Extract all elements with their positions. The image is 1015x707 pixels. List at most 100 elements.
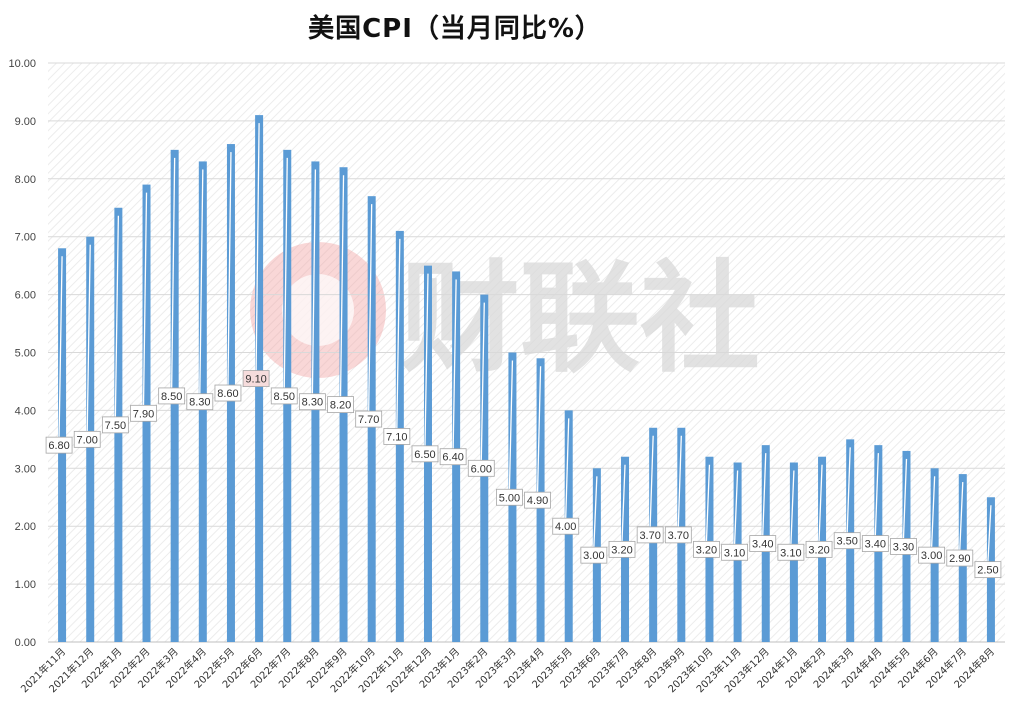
watermark: 财联社 (250, 242, 760, 389)
data-label-box (496, 488, 523, 506)
data-label: 3.40 (865, 539, 886, 551)
data-label-box (608, 540, 636, 558)
data-label-box (130, 404, 157, 422)
leader-line (733, 470, 739, 545)
leader-line (227, 152, 232, 386)
data-label-box (242, 370, 270, 387)
leader-line (762, 453, 767, 536)
data-label: 6.50 (414, 449, 435, 461)
data-label-box (861, 535, 889, 552)
leader-line (649, 435, 654, 527)
leader-line (593, 476, 598, 548)
y-tick-label: 9.00 (15, 116, 36, 128)
data-label: 6.40 (442, 452, 463, 464)
y-tick-label: 3.00 (15, 463, 36, 475)
leader-line (58, 256, 63, 438)
data-label: 4.00 (555, 521, 576, 533)
data-label: 2.50 (977, 565, 998, 577)
data-label: 7.00 (77, 434, 98, 446)
data-label-box (355, 410, 383, 428)
data-label: 8.50 (274, 391, 295, 403)
leader-line (114, 215, 120, 417)
data-label-box (439, 448, 467, 466)
data-label: 6.80 (48, 440, 69, 452)
data-label: 3.50 (836, 536, 857, 548)
leader-line (959, 482, 964, 551)
data-label: 8.60 (217, 388, 238, 400)
leader-line (987, 505, 992, 562)
data-label: 3.70 (639, 530, 660, 542)
data-label: 8.20 (330, 400, 351, 412)
data-label: 8.30 (302, 397, 323, 409)
leader-line (846, 447, 851, 533)
data-label-box (721, 543, 749, 561)
y-tick-label: 5.00 (15, 348, 36, 360)
leader-line (621, 464, 626, 542)
leader-line (142, 192, 148, 406)
leader-line (311, 169, 317, 394)
leader-line (705, 464, 711, 542)
leader-line (790, 470, 795, 545)
data-label-box (327, 396, 354, 414)
leader-line (396, 238, 401, 429)
leader-line (171, 157, 176, 388)
data-label-box (186, 393, 214, 411)
data-label: 3.30 (893, 541, 914, 553)
leader-line (818, 464, 823, 542)
data-label-box (158, 387, 186, 405)
leader-line (930, 476, 936, 548)
data-label: 3.10 (724, 547, 745, 559)
leader-line (874, 453, 879, 536)
data-label-box (298, 393, 326, 411)
data-label: 3.20 (611, 544, 632, 556)
data-label-box (664, 526, 692, 544)
leader-line (255, 123, 260, 371)
y-tick-label: 8.00 (15, 174, 36, 186)
data-label-box (73, 430, 101, 448)
data-label-box (805, 540, 833, 558)
data-label: 8.50 (161, 391, 182, 403)
data-label: 4.90 (527, 495, 548, 507)
data-label-box (524, 491, 551, 509)
data-label-box (383, 428, 411, 445)
leader-line (368, 204, 373, 412)
data-label-box (101, 416, 129, 434)
data-label: 8.30 (189, 397, 210, 409)
data-label-box (636, 526, 664, 544)
data-label-box (833, 532, 861, 550)
leader-line (452, 279, 457, 449)
data-label: 3.70 (668, 530, 689, 542)
chart-title: 美国CPI（当月同比%） (308, 14, 602, 44)
data-label: 3.40 (752, 539, 773, 551)
leader-line (677, 435, 682, 527)
leader-line (565, 418, 570, 519)
data-label-box (918, 546, 946, 564)
data-label: 3.20 (808, 544, 829, 556)
data-label: 3.00 (921, 550, 942, 562)
data-label-box (777, 543, 805, 561)
data-label-box (270, 387, 298, 405)
data-label-box (411, 445, 439, 463)
y-tick-label: 6.00 (15, 290, 36, 302)
data-label: 7.70 (358, 414, 379, 426)
leader-line (86, 244, 91, 432)
y-tick-label: 4.00 (15, 405, 36, 417)
y-tick-label: 7.00 (15, 232, 36, 244)
data-label-box (45, 436, 73, 454)
data-label-box (467, 459, 495, 477)
y-tick-label: 2.00 (15, 521, 36, 533)
y-tick-label: 0.00 (15, 637, 36, 649)
leader-line (339, 175, 345, 397)
data-label: 6.00 (471, 463, 492, 475)
data-label-box (552, 517, 580, 535)
y-tick-label: 10.00 (8, 58, 36, 70)
data-label-box (749, 535, 777, 552)
data-label-box (214, 384, 242, 402)
data-label: 7.10 (386, 431, 407, 443)
leader-line (536, 366, 542, 493)
data-label-box (946, 549, 974, 567)
data-label: 3.20 (696, 544, 717, 556)
leader-line (283, 157, 288, 388)
data-label: 3.00 (583, 550, 604, 562)
